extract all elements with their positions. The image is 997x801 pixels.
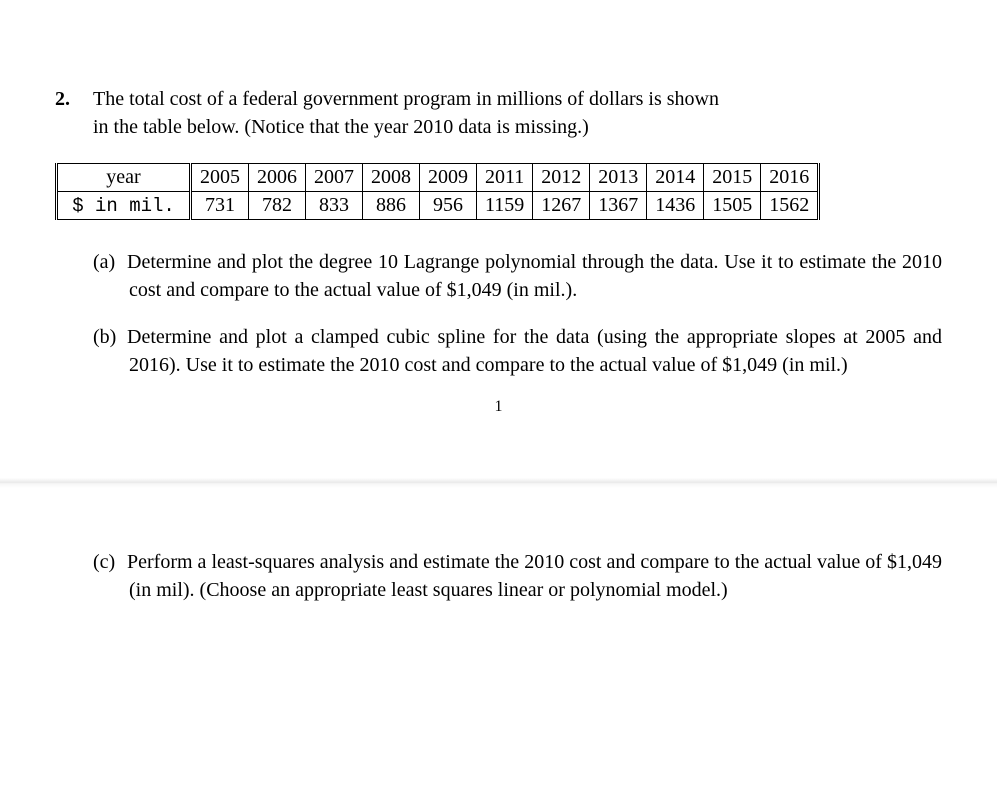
cost-data-table: year 2005 2006 2007 2008 2009 2011 2012 …	[55, 163, 820, 220]
table-row: year 2005 2006 2007 2008 2009 2011 2012 …	[57, 164, 819, 192]
value-cell: 1505	[704, 192, 761, 220]
value-cell: 1562	[761, 192, 819, 220]
year-cell: 2009	[420, 164, 477, 192]
year-cell: 2011	[477, 164, 533, 192]
subpart-label: (b)	[93, 323, 127, 351]
year-cell: 2016	[761, 164, 819, 192]
year-cell: 2006	[249, 164, 306, 192]
document-page: 2.The total cost of a federal government…	[0, 0, 997, 662]
subpart-a: (a)Determine and plot the degree 10 Lagr…	[93, 248, 942, 305]
year-cell: 2005	[191, 164, 249, 192]
value-cell: 1159	[477, 192, 533, 220]
problem-number: 2.	[55, 85, 93, 113]
intro-line-1: The total cost of a federal government p…	[93, 88, 719, 110]
row-label-cost: $ in mil.	[57, 192, 191, 220]
value-cell: 782	[249, 192, 306, 220]
table-row: $ in mil. 731 782 833 886 956 1159 1267 …	[57, 192, 819, 220]
year-cell: 2015	[704, 164, 761, 192]
subpart-label: (c)	[93, 548, 127, 576]
subpart-text: Perform a least-squares analysis and est…	[127, 551, 942, 601]
subpart-text: Determine and plot the degree 10 Lagrang…	[127, 251, 942, 301]
value-cell: 1367	[590, 192, 647, 220]
page-number: 1	[55, 398, 942, 416]
value-cell: 1436	[647, 192, 704, 220]
year-cell: 2012	[533, 164, 590, 192]
year-cell: 2013	[590, 164, 647, 192]
intro-line-2: in the table below. (Notice that the yea…	[93, 113, 942, 141]
subparts-list: (a)Determine and plot the degree 10 Lagr…	[55, 248, 942, 380]
subparts-list-continued: (c)Perform a least-squares analysis and …	[55, 548, 942, 605]
value-cell: 956	[420, 192, 477, 220]
problem-intro: 2.The total cost of a federal government…	[55, 85, 942, 141]
subpart-text: Determine and plot a clamped cubic splin…	[127, 326, 942, 376]
year-cell: 2007	[306, 164, 363, 192]
year-cell: 2014	[647, 164, 704, 192]
page-break-gap	[55, 420, 942, 540]
subpart-label: (a)	[93, 248, 127, 276]
row-label-year: year	[57, 164, 191, 192]
value-cell: 1267	[533, 192, 590, 220]
subpart-b: (b)Determine and plot a clamped cubic sp…	[93, 323, 942, 380]
value-cell: 886	[363, 192, 420, 220]
subpart-c: (c)Perform a least-squares analysis and …	[93, 548, 942, 605]
year-cell: 2008	[363, 164, 420, 192]
value-cell: 731	[191, 192, 249, 220]
value-cell: 833	[306, 192, 363, 220]
